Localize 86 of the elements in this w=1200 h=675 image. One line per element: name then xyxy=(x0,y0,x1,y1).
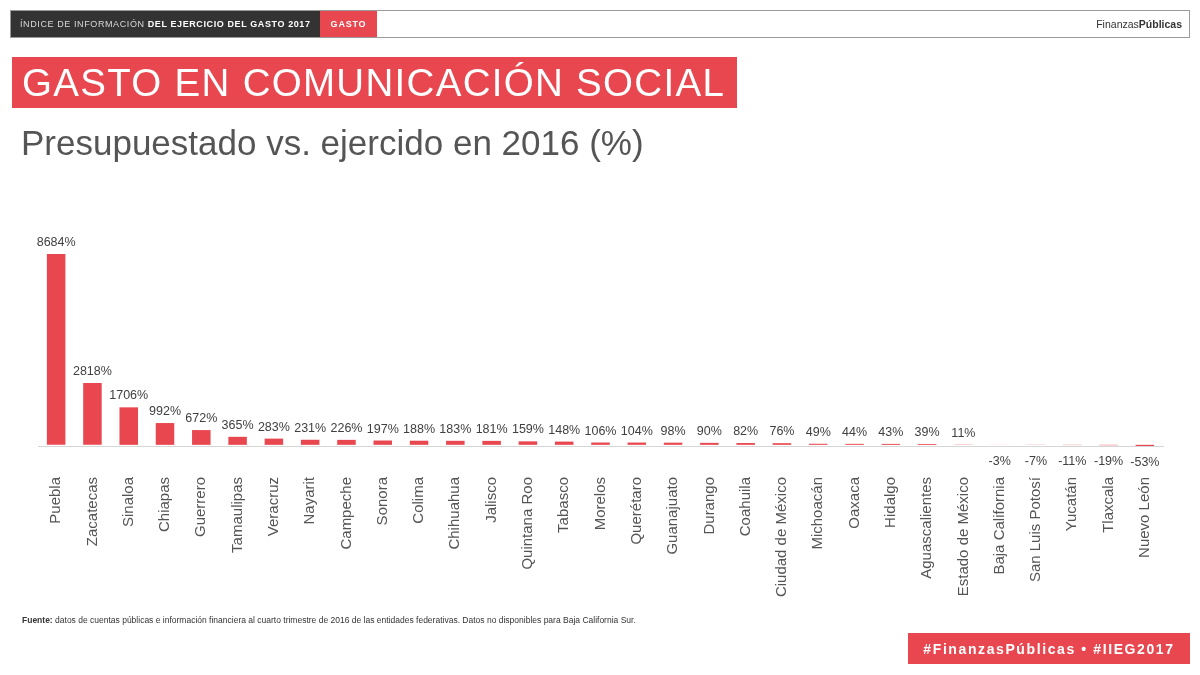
data-label: 283% xyxy=(257,419,290,434)
data-label: 39% xyxy=(914,424,940,439)
data-label: 98% xyxy=(660,423,686,438)
x-tick-label: Tabasco xyxy=(554,477,572,533)
x-tick-label: Jalisco xyxy=(481,477,499,523)
data-label: 992% xyxy=(149,404,182,419)
x-tick-label: Zacatecas xyxy=(82,477,100,547)
x-tick-label: Michoacán xyxy=(808,477,826,550)
bar xyxy=(192,430,211,445)
data-label: 159% xyxy=(511,422,544,437)
x-tick-label: Colima xyxy=(409,476,427,524)
data-label: 672% xyxy=(185,411,218,426)
x-tick-label: Veracruz xyxy=(264,477,282,537)
x-tick-label: Aguascalientes xyxy=(917,477,935,579)
bar xyxy=(482,440,501,445)
bar xyxy=(554,441,574,445)
bar xyxy=(373,440,393,445)
x-tick-label: Hidalgo xyxy=(880,477,898,528)
x-tick-label: Quintana Roo xyxy=(518,477,536,570)
x-tick-label: San Luis Potosí xyxy=(1026,476,1044,583)
x-tick-label: Chiapas xyxy=(155,477,173,533)
data-label: 1706% xyxy=(109,388,149,403)
data-label: 8684% xyxy=(36,235,76,249)
data-label: 148% xyxy=(548,422,581,437)
x-tick-label: Tamaulipas xyxy=(227,477,245,553)
bar xyxy=(46,254,66,445)
text: GASTO xyxy=(330,19,367,29)
x-tick-label: Chihuahua xyxy=(445,476,463,550)
bar xyxy=(264,438,284,445)
bar xyxy=(155,423,175,445)
x-tick-label: Morelos xyxy=(590,477,608,531)
x-tick-label: Guerrero xyxy=(191,477,209,538)
bar xyxy=(228,436,247,445)
data-label: 43% xyxy=(878,424,904,439)
data-label: 197% xyxy=(366,421,399,436)
data-label: -11% xyxy=(1058,454,1087,469)
data-label: 183% xyxy=(439,421,472,436)
x-tick-label: Puebla xyxy=(46,476,64,524)
data-label: 181% xyxy=(475,421,508,436)
data-label: 188% xyxy=(403,421,436,436)
data-label: 49% xyxy=(805,424,831,439)
x-tick-label: Baja California xyxy=(989,476,1007,575)
text: DEL EJERCICIO DEL GASTO 2017 xyxy=(147,19,311,29)
x-tick-label: Estado de México xyxy=(953,477,971,597)
x-tick-label: Querétaro xyxy=(626,477,644,545)
x-tick-label: Nayarit xyxy=(300,476,318,525)
data-label: 76% xyxy=(769,424,795,439)
data-label: 231% xyxy=(294,420,327,435)
bar xyxy=(337,439,356,445)
source-note: Fuente: datos de cuentas públicas e información financiera al cuarto trimestre de 2016 de las entidades federativas. Datos no disponibles para Baja California Sur. xyxy=(22,615,636,625)
data-label: 44% xyxy=(842,424,868,439)
data-label: 90% xyxy=(696,423,722,438)
data-label: -53% xyxy=(1130,455,1160,469)
x-tick-label: Campeche xyxy=(336,477,354,550)
data-label: -3% xyxy=(988,453,1011,468)
chart-title: GASTO EN COMUNICACIÓN SOCIAL xyxy=(12,57,738,108)
x-tick-label: Nuevo León xyxy=(1135,477,1152,558)
data-label: 11% xyxy=(951,425,976,440)
x-tick-label: Guanajuato xyxy=(663,477,681,555)
bar xyxy=(119,407,138,445)
data-label: 365% xyxy=(221,417,254,432)
x-tick-label: Durango xyxy=(699,477,717,535)
data-label: -19% xyxy=(1093,454,1124,469)
text: ÍNDICE DE INFORMACIÓN xyxy=(20,19,145,29)
bar xyxy=(446,440,465,445)
x-tick-label: Yucatán xyxy=(1062,477,1080,532)
data-label: 106% xyxy=(584,423,617,438)
x-tick-label: Sonora xyxy=(372,476,390,526)
bar xyxy=(300,439,320,445)
data-label: -7% xyxy=(1024,453,1048,468)
data-label: 226% xyxy=(330,420,363,435)
bar xyxy=(83,382,102,445)
text: FinanzasPúblicas xyxy=(1096,18,1182,30)
x-tick-label: Oaxaca xyxy=(844,476,862,529)
chart-subtitle: Presupuestado vs. ejercido en 2016 (%) xyxy=(21,123,644,163)
x-tick-label: Tlaxcala xyxy=(1098,476,1116,533)
x-tick-label: Sinaloa xyxy=(118,476,136,528)
data-label: 104% xyxy=(620,423,653,438)
text: #FinanzasPúblicas • #IIEG2017 xyxy=(908,633,1190,664)
bar xyxy=(518,441,538,445)
bar xyxy=(409,440,429,445)
data-label: 2818% xyxy=(72,363,112,378)
x-tick-label: Coahuila xyxy=(735,476,753,537)
bar xyxy=(663,442,683,445)
x-tick-label: Ciudad de México xyxy=(772,477,790,598)
data-label: 82% xyxy=(733,424,759,439)
